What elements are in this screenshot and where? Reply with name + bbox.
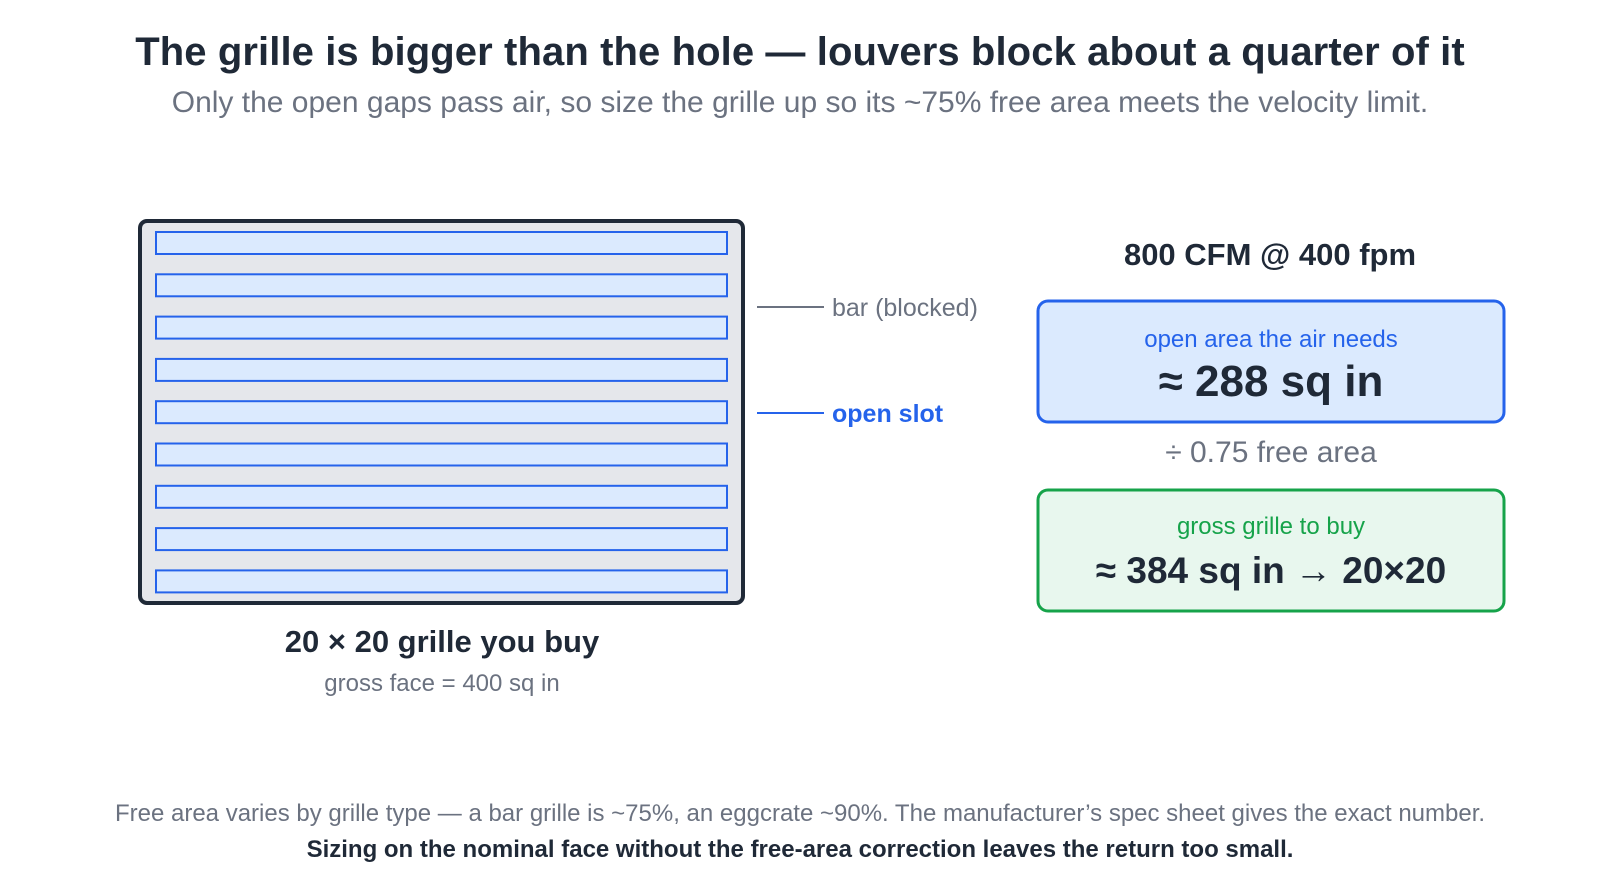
gross-grille-box (1036, 488, 1506, 613)
needed-area-box (1036, 299, 1506, 424)
open-slot (155, 527, 728, 552)
needed-area-value: ≈ 288 sq in (1159, 357, 1384, 406)
open-slot (155, 273, 728, 298)
footer-note: Free area varies by grille type — a bar … (114, 800, 1486, 827)
page-subtitle: Only the open gaps pass air, so size the… (171, 86, 1429, 119)
open-slot (155, 400, 728, 425)
grille-caption: 20 × 20 grille you buy (285, 624, 600, 659)
flow-spec: 800 CFM @ 400 fpm (1124, 237, 1416, 272)
open-slot (155, 442, 728, 467)
bar-blocked-label: bar (blocked) (832, 294, 978, 322)
open-slot-label: open slot (832, 400, 944, 428)
gross-grille-value: ≈ 384 sq in → 20×20 (1096, 550, 1446, 591)
gross-grille-label: gross grille to buy (1177, 513, 1365, 540)
open-slot (155, 357, 728, 382)
open-slot (155, 484, 728, 509)
open-slot (155, 315, 728, 340)
page-title: The grille is bigger than the hole — lou… (135, 30, 1465, 74)
grille-gross-face: gross face = 400 sq in (324, 670, 559, 697)
open-slot (155, 569, 728, 594)
grille-slots (155, 231, 728, 594)
footer-emphasis: Sizing on the nominal face without the f… (306, 836, 1294, 863)
free-area-divisor: ÷ 0.75 free area (1165, 436, 1377, 469)
needed-area-label: open area the air needs (1144, 326, 1398, 353)
open-slot (155, 231, 728, 255)
